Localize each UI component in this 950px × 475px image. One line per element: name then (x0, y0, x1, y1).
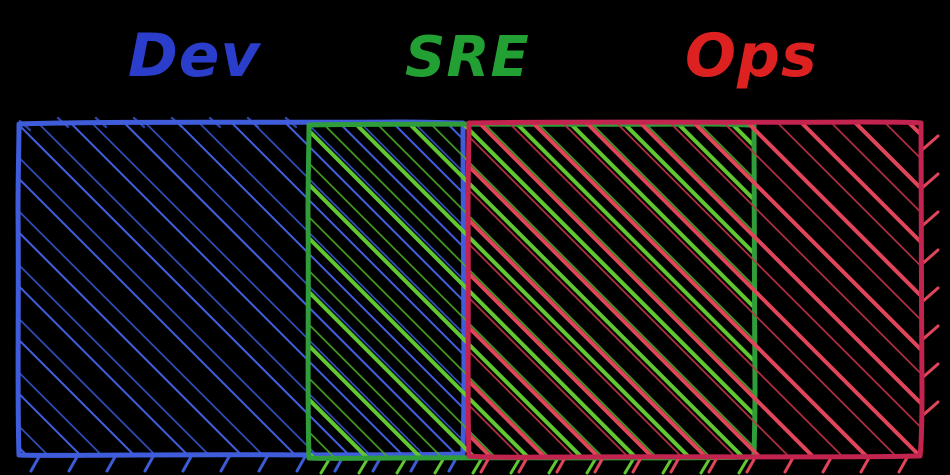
box-ops-border (465, 119, 925, 460)
box-sre-hatch-overshoot (319, 456, 750, 475)
box-ops-hatch-overshoot (479, 134, 940, 474)
label-ops: Ops (685, 21, 818, 91)
label-sre: SRE (405, 25, 530, 90)
box-ops[interactable] (465, 119, 940, 474)
box-ops-fill (468, 122, 921, 456)
label-dev: Dev (128, 21, 261, 91)
